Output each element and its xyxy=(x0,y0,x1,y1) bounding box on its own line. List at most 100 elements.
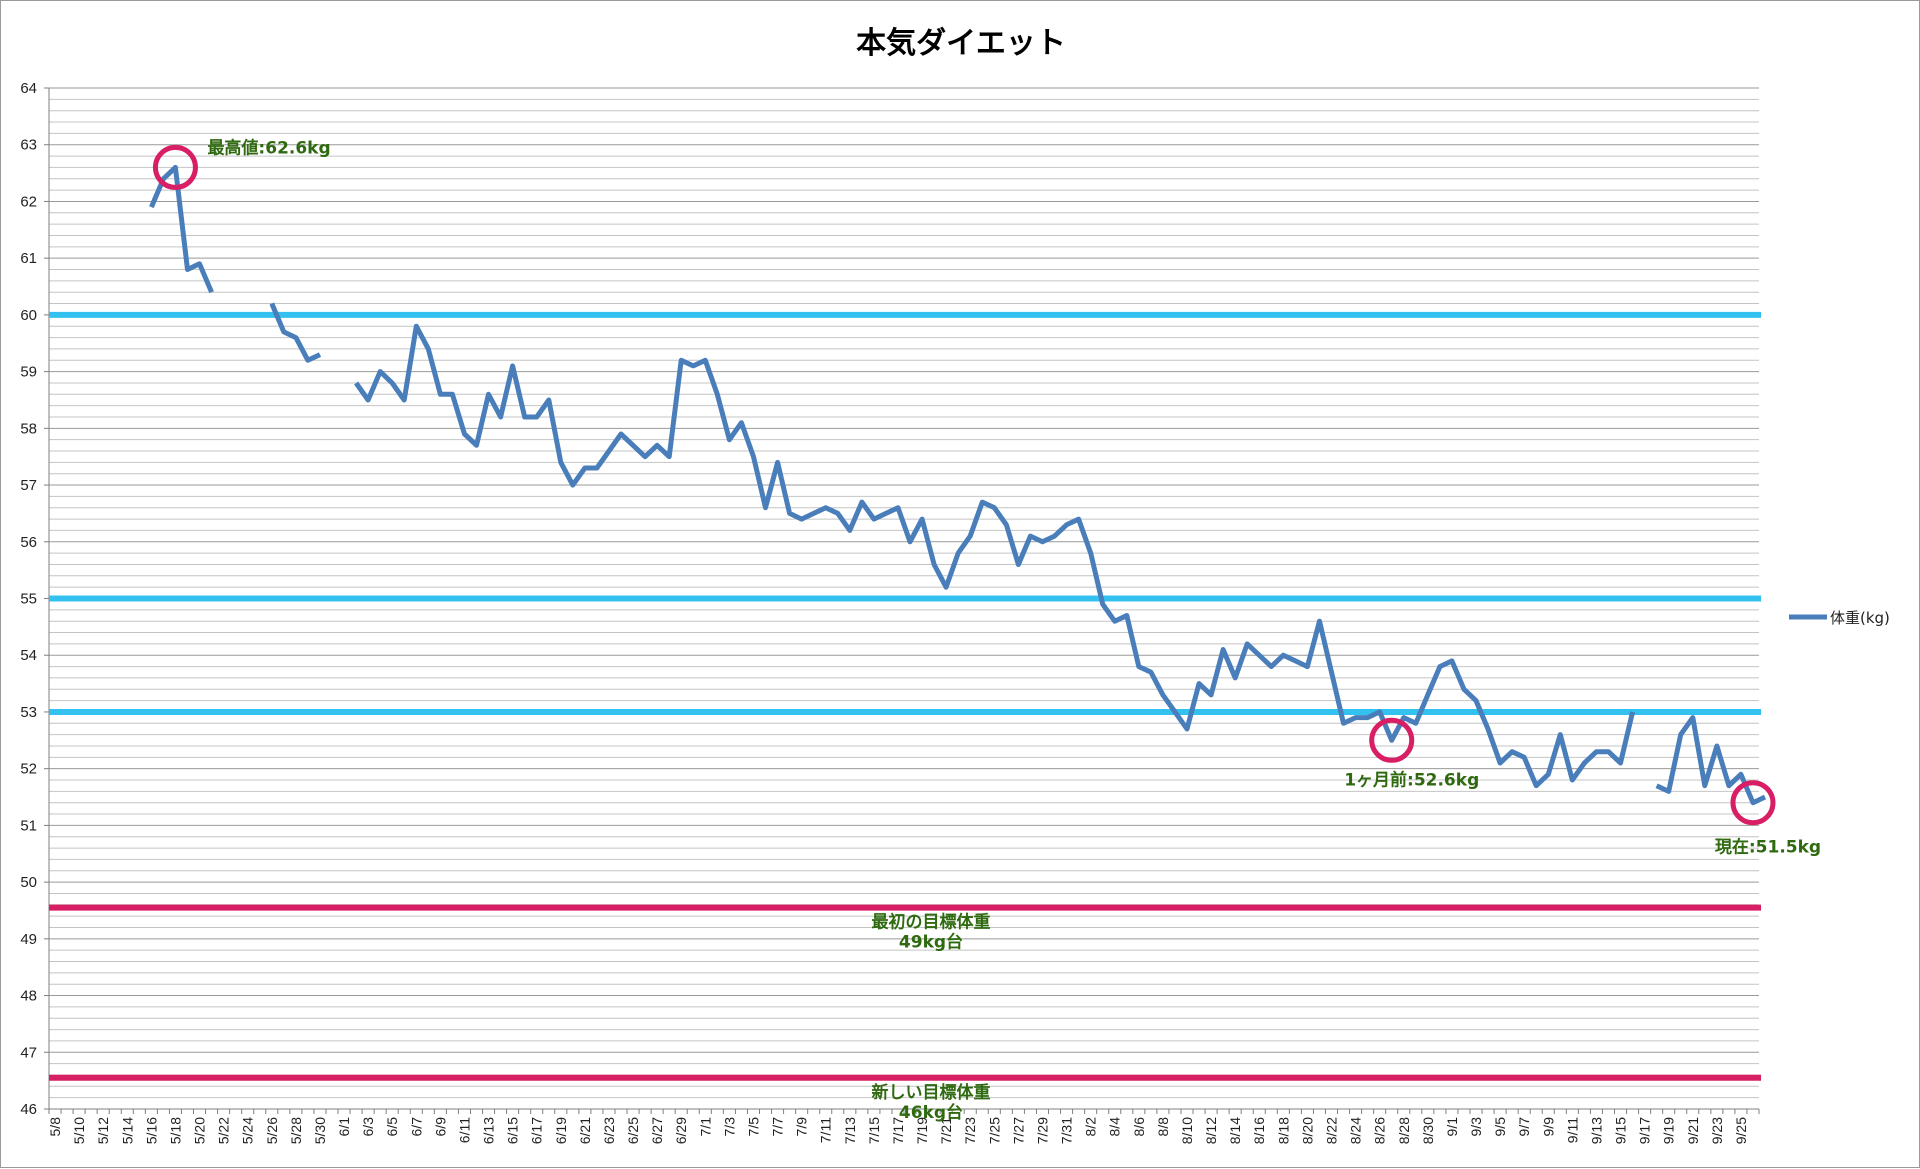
x-tick-label: 7/29 xyxy=(1034,1117,1050,1144)
x-tick-label: 9/7 xyxy=(1516,1117,1532,1137)
x-tick-label: 6/13 xyxy=(481,1117,497,1144)
legend: 体重(kg) xyxy=(1789,609,1890,627)
x-tick-label: 9/13 xyxy=(1588,1117,1604,1144)
x-tick-label: 5/26 xyxy=(264,1117,280,1144)
annotations: 最高値:62.6kg 1ヶ月前:52.6kg 現在:51.5kg 最初の目標体重49k… xyxy=(155,137,1821,1122)
x-tick-label: 6/15 xyxy=(505,1117,521,1144)
x-tick-label: 7/7 xyxy=(770,1117,786,1137)
x-tick-label: 6/21 xyxy=(577,1117,593,1144)
y-tick-label: 64 xyxy=(20,80,37,97)
x-tick-label: 6/27 xyxy=(649,1117,665,1144)
x-tick-label: 6/11 xyxy=(456,1117,472,1143)
x-tick-label: 5/8 xyxy=(47,1117,63,1137)
x-tick-label: 7/11 xyxy=(818,1117,834,1143)
x-tick-label: 5/22 xyxy=(216,1117,232,1144)
x-tick-label: 9/17 xyxy=(1637,1117,1653,1144)
reference-lines xyxy=(49,315,1761,1078)
x-tick-label: 6/9 xyxy=(432,1117,448,1137)
x-tick-label: 8/18 xyxy=(1275,1117,1291,1144)
x-tick-label: 5/18 xyxy=(167,1117,183,1144)
x-tick-label: 7/3 xyxy=(721,1117,737,1137)
x-tick-label: 6/29 xyxy=(673,1117,689,1144)
x-tick-label: 8/6 xyxy=(1131,1117,1147,1137)
x-tick-label: 6/3 xyxy=(360,1117,376,1137)
x-tick-label: 8/30 xyxy=(1420,1117,1436,1144)
y-tick-label: 46 xyxy=(20,1101,37,1118)
y-tick-label: 52 xyxy=(20,761,37,778)
y-tick-label: 47 xyxy=(20,1044,37,1061)
x-tick-label: 5/28 xyxy=(288,1117,304,1144)
x-tick-label: 5/10 xyxy=(71,1117,87,1144)
x-tick-label: 9/19 xyxy=(1661,1117,1677,1144)
x-tick-label: 7/13 xyxy=(842,1117,858,1144)
chart-title: 本気ダイエット xyxy=(856,26,1066,61)
y-tick-label: 61 xyxy=(20,250,37,267)
x-tick-label: 6/17 xyxy=(529,1117,545,1144)
x-tick-label: 5/12 xyxy=(95,1117,111,1144)
y-tick-label: 50 xyxy=(20,874,37,891)
x-tick-label: 8/20 xyxy=(1299,1117,1315,1144)
x-tick-label: 7/1 xyxy=(697,1117,713,1137)
x-tick-label: 7/31 xyxy=(1059,1117,1075,1144)
x-tick-label: 9/25 xyxy=(1733,1117,1749,1144)
annotation-label: 最高値:62.6kg xyxy=(207,137,330,158)
y-tick-label: 55 xyxy=(20,591,37,608)
x-tick-label: 8/22 xyxy=(1324,1117,1340,1144)
x-tick-label: 7/23 xyxy=(962,1117,978,1144)
x-tick-label: 7/9 xyxy=(794,1117,810,1137)
x-tick-label: 9/1 xyxy=(1444,1117,1460,1137)
x-tick-label: 5/30 xyxy=(312,1117,328,1144)
goal-sublabel: 46kg台 xyxy=(899,1102,963,1123)
x-tick-label: 8/28 xyxy=(1396,1117,1412,1144)
x-tick-label: 8/10 xyxy=(1179,1117,1195,1144)
x-tick-label: 5/20 xyxy=(192,1117,208,1144)
legend-label: 体重(kg) xyxy=(1830,609,1890,627)
x-tick-label: 9/9 xyxy=(1540,1117,1556,1137)
x-tick-label: 8/4 xyxy=(1107,1117,1123,1137)
y-tick-label: 53 xyxy=(20,704,37,721)
x-tick-label: 5/24 xyxy=(240,1117,256,1144)
x-tick-label: 6/19 xyxy=(553,1117,569,1144)
x-tick-label: 8/24 xyxy=(1348,1117,1364,1144)
x-tick-label: 9/23 xyxy=(1709,1117,1725,1144)
x-tick-label: 9/21 xyxy=(1685,1117,1701,1144)
series-line-segment xyxy=(356,326,1633,786)
x-tick-label: 8/8 xyxy=(1155,1117,1171,1137)
x-tick-label: 8/12 xyxy=(1203,1117,1219,1144)
y-tick-label: 58 xyxy=(20,420,37,437)
y-tick-label: 48 xyxy=(20,988,37,1005)
goal-label: 最初の目標体重 xyxy=(872,912,991,933)
annotation-label: 現在:51.5kg xyxy=(1715,837,1821,858)
x-tick-label: 9/3 xyxy=(1468,1117,1484,1137)
x-tick-label: 7/15 xyxy=(866,1117,882,1144)
x-tick-label: 6/1 xyxy=(336,1117,352,1137)
y-tick-label: 49 xyxy=(20,931,37,948)
x-tick-label: 6/25 xyxy=(625,1117,641,1144)
x-tick-label: 8/2 xyxy=(1083,1117,1099,1137)
y-tick-label: 59 xyxy=(20,364,37,381)
x-tick-label: 5/14 xyxy=(119,1117,135,1144)
annotation-label: 1ヶ月前:52.6kg xyxy=(1344,769,1479,790)
series-line-segment xyxy=(1657,718,1765,803)
goal-label: 新しい目標体重 xyxy=(872,1082,991,1103)
y-tick-label: 51 xyxy=(20,817,37,834)
x-tick-label: 8/26 xyxy=(1372,1117,1388,1144)
y-tick-label: 60 xyxy=(20,307,37,324)
x-tick-label: 8/14 xyxy=(1227,1117,1243,1144)
x-tick-label: 7/25 xyxy=(986,1117,1002,1144)
y-tick-label: 63 xyxy=(20,137,37,154)
y-tick-label: 62 xyxy=(20,193,37,210)
x-tick-label: 6/5 xyxy=(384,1117,400,1137)
x-tick-label: 9/5 xyxy=(1492,1117,1508,1137)
x-tick-label: 8/16 xyxy=(1251,1117,1267,1144)
x-tick-label: 9/11 xyxy=(1564,1117,1580,1143)
x-tick-label: 7/27 xyxy=(1010,1117,1026,1144)
y-tick-label: 56 xyxy=(20,534,37,551)
y-tick-label: 54 xyxy=(20,647,37,664)
y-tick-label: 57 xyxy=(20,477,37,494)
x-tick-label: 6/23 xyxy=(601,1117,617,1144)
goal-sublabel: 49kg台 xyxy=(899,932,963,953)
x-tick-label: 6/7 xyxy=(408,1117,424,1137)
